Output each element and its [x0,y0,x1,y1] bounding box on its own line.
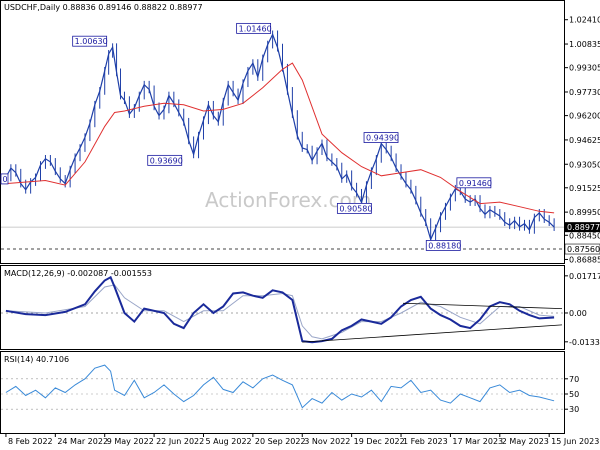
rsi-layer: 70 50 30 [1,364,579,414]
price-annotation-box [456,177,492,189]
x-tick-label: 2 May 2023 [502,437,549,446]
x-tick-label: 1 Feb 2023 [403,437,448,446]
price-annotation-label: 1.01460 [239,24,272,33]
macd-y-tick-label: -0.01334 [569,338,600,347]
macd-lower-trendline [302,324,563,343]
x-tick-label: 3 Nov 2022 [304,437,350,446]
x-tick-label: 19 Dec 2022 [354,437,405,446]
x-tick-label: 8 Feb 2022 [8,437,53,446]
macd-line [5,275,555,344]
price-y-tick-label: 1.00835 [569,40,600,49]
price-annotation-label: 0.90580 [339,204,372,213]
price-line [5,32,555,242]
current-price-tag-box [565,222,600,233]
price-annotation-label: 0.93690 [150,156,183,165]
macd-y-tick-label: 0.00 [569,309,587,318]
price-annotation-box [147,154,183,166]
macd-panel-frame [0,265,565,350]
price-annotation-label: 1.00630 [75,37,108,46]
rsi-panel-frame [0,351,565,434]
x-tick-label: 9 May 2022 [107,437,154,446]
price-layer: 1.02410 1.00835 0.99305 0.97730 0.96200 0.946… [0,16,600,264]
price-y-tick-label: 0.99305 [569,64,600,73]
x-tick-label: 20 Sep 2022 [255,437,306,446]
rsi-y-tick-label: 50 [569,390,579,399]
price-annotation-label: 0.91460 [459,179,492,188]
macd-upper-trendline [402,302,563,310]
macd-panel-header: MACD(12,26,9) -0.002087 -0.001553 [4,269,152,278]
price-y-tick-label: 0.86885 [569,255,600,264]
left-edge-label: 0 [3,175,8,184]
macd-layer: 0.017176 0.00 -0.01334 [1,272,600,347]
price-annotation-box [72,35,108,47]
price-y-tick-label: 0.88450 [569,231,600,240]
price-y-tick-label: 0.89950 [569,208,600,217]
rsi-y-tick-label: 30 [569,405,579,414]
x-tick-label: 15 Jun 2023 [551,437,599,446]
price-annotation-box [363,132,399,143]
price-y-tick-label: 0.96200 [569,112,600,121]
price-y-tick-label: 0.91525 [569,184,600,193]
price-panel-header: USDCHF,Daily 0.88836 0.89146 0.88822 0.8… [4,3,203,12]
support-tag-box [564,243,600,255]
macd-signal-line [5,284,555,340]
price-annotation-label: 0.88180 [428,241,461,250]
x-tick-label: 5 Aug 2022 [205,437,251,446]
price-y-tick-label: 0.93050 [569,160,600,169]
x-tick-label: 17 Mar 2023 [452,437,503,446]
left-edge-box [0,173,9,185]
price-annotation-label: 0.94390 [366,134,399,143]
rsi-line [5,364,555,409]
price-annotation-box [425,240,461,251]
price-y-tick-label: 0.97730 [569,88,600,97]
price-panel-frame [0,0,565,264]
macd-y-tick-label: 0.017176 [569,272,600,281]
x-tick-label: 22 Jun 2022 [156,437,204,446]
price-annotation-box [236,22,272,34]
ema-line [5,62,555,214]
current-price-tag-label: 0.88977 [567,223,600,232]
price-y-tick-label: 1.02410 [569,16,600,25]
price-annotation-box [336,202,372,214]
rsi-panel-header: RSI(14) 40.7106 [4,355,69,364]
x-tick-label: 24 Mar 2022 [57,437,108,446]
rsi-y-tick-label: 70 [569,375,579,384]
price-y-tick-label: 0.94625 [569,136,600,145]
support-tag-label: 0.87560 [567,245,600,254]
